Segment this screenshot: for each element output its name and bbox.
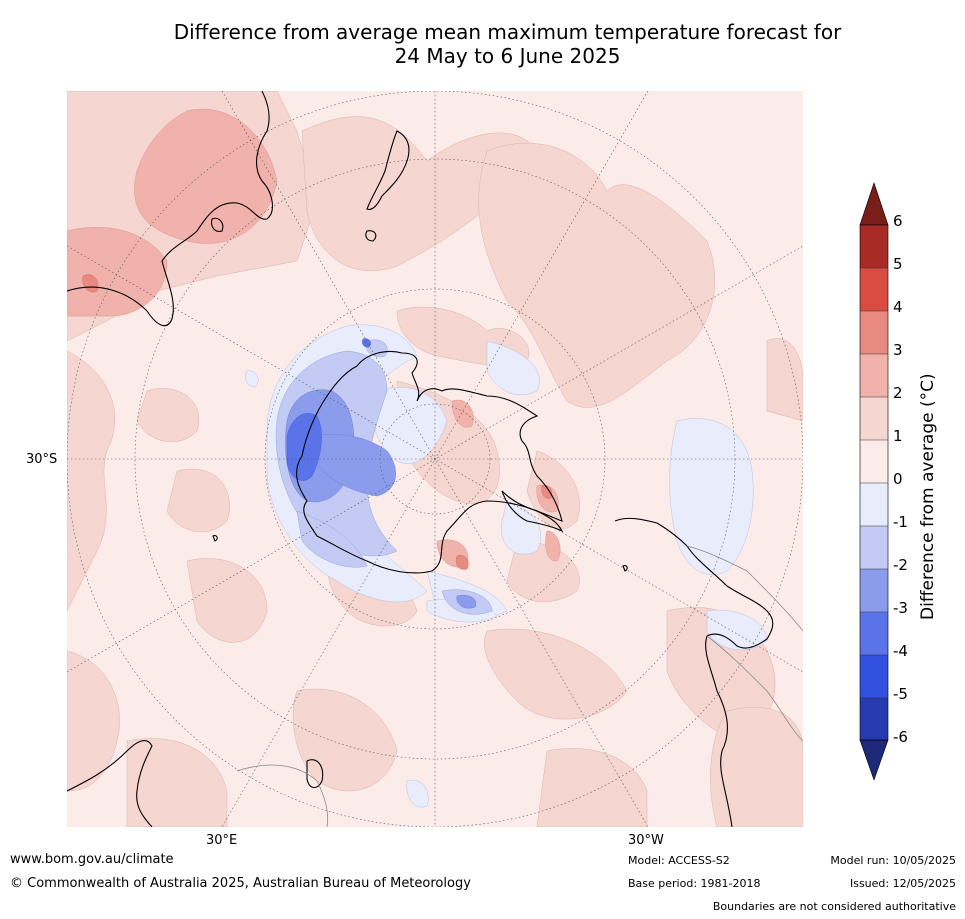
colorbar-tick-m1: -1 [893, 513, 908, 531]
colorbar-tick-4: 4 [893, 298, 903, 316]
colorbar-tick-0: 0 [893, 470, 903, 488]
base-period-label: Base period: 1981-2018 [628, 877, 761, 890]
colorbar-band-m4-m3 [860, 612, 888, 655]
coastlines [67, 91, 774, 827]
website-link[interactable]: www.bom.gov.au/climate [10, 852, 174, 867]
model-run-label: Model run: 10/05/2025 [830, 854, 956, 867]
colorbar-tick-m2: -2 [893, 556, 908, 574]
colorbar-band-3-4 [860, 311, 888, 354]
colorbar-tick-1: 1 [893, 427, 903, 445]
colorbar-tick-6: 6 [893, 212, 903, 230]
colorbar-tick-m5: -5 [893, 685, 908, 703]
colorbar-band-1-2 [860, 397, 888, 440]
colorbar-tick-5: 5 [893, 255, 903, 273]
map-canvas [67, 91, 803, 827]
colorbar-tick-2: 2 [893, 384, 903, 402]
colorbar-band-0-1 [860, 440, 888, 483]
colorbar-band-5-6 [860, 225, 888, 268]
colorbar [845, 180, 915, 794]
colorbar-svg [859, 182, 889, 781]
model-label: Model: ACCESS-S2 [628, 854, 730, 867]
copyright-text: © Commonwealth of Australia 2025, Austra… [10, 876, 471, 891]
title-line-2: 24 May to 6 June 2025 [394, 44, 621, 68]
graticule [67, 91, 803, 827]
map-title: Difference from average mean maximum tem… [0, 20, 965, 68]
colorbar-band-m1-0 [860, 483, 888, 526]
colorbar-band-m5-m4 [860, 655, 888, 698]
colorbar-tick-3: 3 [893, 341, 903, 359]
colorbar-title: Difference from average (°C) [918, 373, 938, 620]
title-line-1: Difference from average mean maximum tem… [173, 20, 842, 44]
colorbar-extend-bottom [859, 739, 889, 781]
borders [236, 545, 803, 827]
colorbar-tick-m4: -4 [893, 642, 908, 660]
colorbar-band-m2-m1 [860, 526, 888, 569]
colorbar-extend-top [859, 182, 889, 226]
colorbar-band-m3-m2 [860, 569, 888, 612]
polar-map [67, 91, 803, 827]
colorbar-tick-m6: -6 [893, 728, 908, 746]
lat-label-30s: 30°S [26, 452, 58, 467]
colorbar-band-m6-m5 [860, 698, 888, 740]
issued-label: Issued: 12/05/2025 [849, 877, 956, 890]
lon-label-30e: 30°E [206, 833, 238, 848]
lon-label-30w: 30°W [628, 833, 664, 848]
colorbar-tick-m3: -3 [893, 599, 908, 617]
colorbar-band-4-5 [860, 268, 888, 311]
colorbar-band-2-3 [860, 354, 888, 397]
disclaimer-text: Boundaries are not considered authoritat… [712, 900, 956, 913]
